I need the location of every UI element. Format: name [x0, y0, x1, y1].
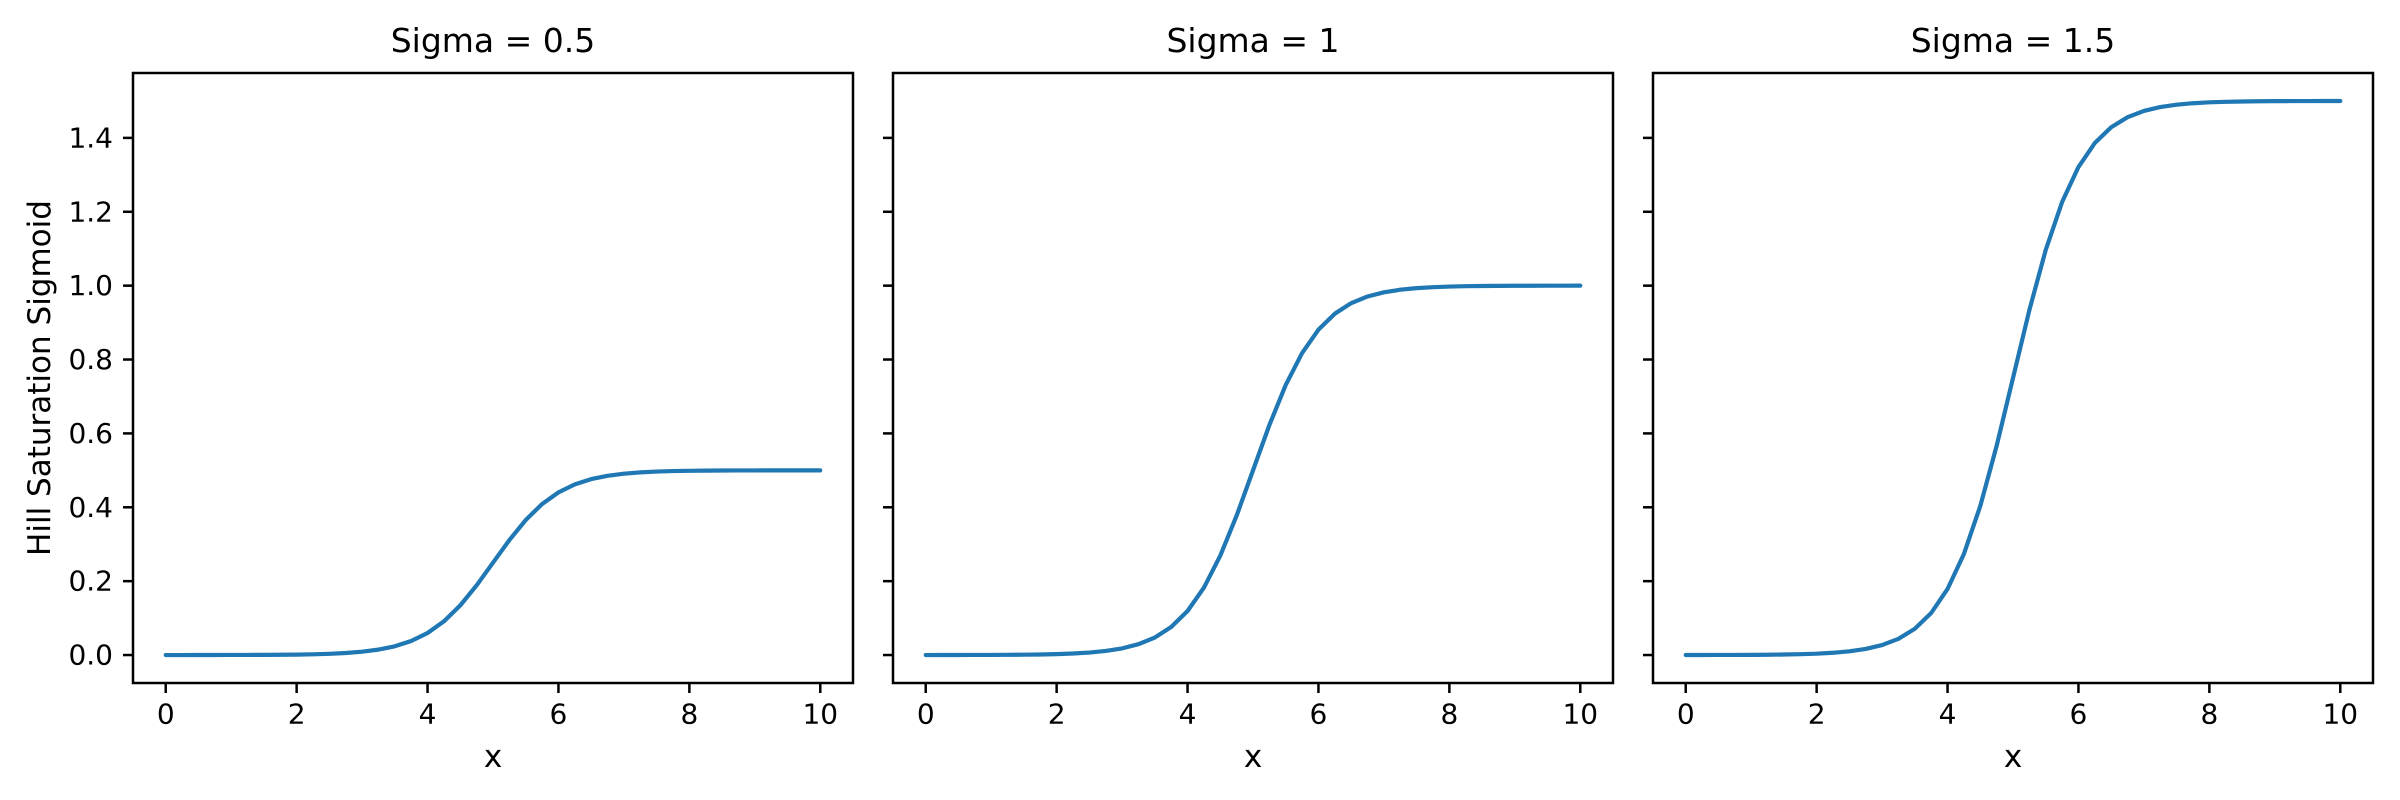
panel-2: 0 2 4 6 8 10 — [883, 71, 1615, 731]
panel2-title: Sigma = 1 — [1166, 21, 1340, 60]
sigmoid-curve — [163, 468, 823, 658]
x-tick-label: 4 — [419, 698, 437, 731]
x-tick-label: 0 — [1677, 698, 1695, 731]
x-tick-label: 0 — [917, 698, 935, 731]
y-tick-label: 0.0 — [68, 639, 113, 672]
x-tick-label: 4 — [1939, 698, 1957, 731]
panel1-title: Sigma = 0.5 — [390, 21, 596, 60]
x-tick-label: 2 — [288, 698, 306, 731]
x-tick-label: 8 — [1440, 698, 1458, 731]
y-tick-label: 1.2 — [68, 195, 113, 228]
x-tick-label: 2 — [1048, 698, 1066, 731]
axes-spines — [891, 71, 1615, 685]
x-tick-label: 8 — [2200, 698, 2218, 731]
x-tick-label: 6 — [550, 698, 568, 731]
sigmoid-curve — [923, 283, 1583, 658]
y-tick-label: 0.2 — [68, 565, 113, 598]
x-tick-label: 0 — [157, 698, 175, 731]
panel-3: 0 2 4 6 8 10 — [1643, 71, 2375, 731]
panel1-x-axis-label: x — [483, 739, 503, 775]
panel3-x-axis-label: x — [2003, 739, 2023, 775]
sigmoid-curve — [1683, 98, 2343, 658]
x-tick-label: 10 — [1562, 698, 1598, 731]
x-tick-label: 8 — [680, 698, 698, 731]
y-axis-label: Hill Saturation Sigmoid — [22, 200, 58, 556]
x-tick-label: 10 — [2322, 698, 2358, 731]
y-tick-label: 0.4 — [68, 491, 113, 524]
x-tick-label: 2 — [1808, 698, 1826, 731]
panel2-x-axis-label: x — [1243, 739, 1263, 775]
axes-spines — [131, 71, 855, 685]
x-tick-label: 4 — [1179, 698, 1197, 731]
x-tick-label: 6 — [1310, 698, 1328, 731]
panel3-title: Sigma = 1.5 — [1910, 21, 2116, 60]
panel-1: 0 2 4 6 8 10 0.0 0.2 0.4 0.6 0.8 1.0 1.2 1.4 — [68, 71, 855, 731]
y-tick-label: 1.0 — [68, 269, 113, 302]
x-tick-label: 10 — [802, 698, 838, 731]
y-tick-label: 0.8 — [68, 343, 113, 376]
y-tick-label: 0.6 — [68, 417, 113, 450]
y-tick-label: 1.4 — [68, 121, 113, 154]
x-tick-label: 6 — [2070, 698, 2088, 731]
axes-spines — [1651, 71, 2375, 685]
